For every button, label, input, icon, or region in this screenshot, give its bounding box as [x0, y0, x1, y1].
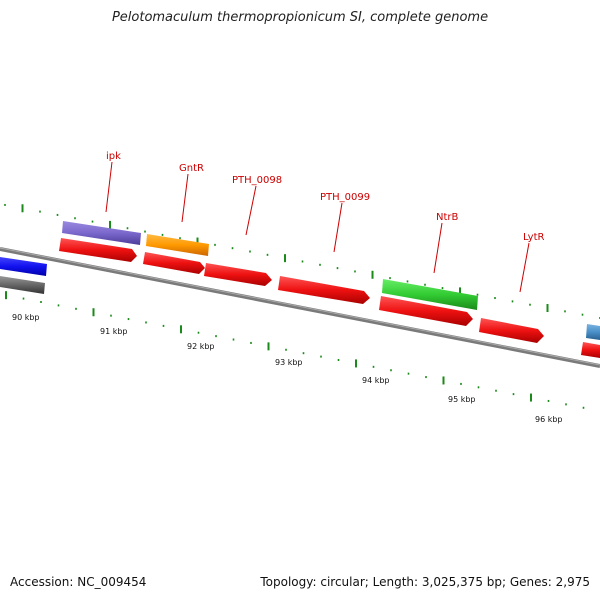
tick-label-92kbp: 92 kbp — [187, 342, 215, 351]
tick-label-90kbp: 90 kbp — [12, 313, 40, 322]
map-title: Pelotomaculum thermopropionicum SI, comp… — [111, 10, 489, 25]
tick-label-96kbp: 96 kbp — [535, 415, 563, 424]
gene-label-gntr: GntR — [179, 163, 204, 174]
gene-label-ipk: ipk — [106, 151, 121, 162]
inner-tick-row — [5, 291, 585, 409]
tick-label-93kbp: 93 kbp — [275, 358, 303, 367]
genome-summary: Topology: circular; Length: 3,025,375 bp… — [260, 575, 590, 589]
gene-label-lytr: LytR — [523, 232, 544, 243]
gene-pointers — [105, 161, 530, 293]
gene-bar-blue — [0, 257, 47, 276]
genome-backbone — [0, 247, 600, 368]
accession-text: Accession: NC_009454 — [10, 575, 147, 589]
genome-backbone-highlight — [0, 247, 600, 366]
cds-arrow — [581, 342, 600, 358]
gene-bar-steel — [586, 324, 600, 340]
tick-label-95kbp: 95 kbp — [448, 395, 476, 404]
gene-label-ntrb: NtrB — [436, 212, 459, 223]
gene-label-pth-0099: PTH_0099 — [320, 192, 370, 203]
cds-arrow — [479, 318, 544, 343]
gene-bar-gray — [0, 276, 45, 294]
cds-arrow — [278, 276, 370, 304]
cds-arrow — [379, 296, 473, 326]
feature-track — [0, 221, 600, 358]
tick-label-91kbp: 91 kbp — [100, 327, 128, 336]
cds-arrow — [143, 252, 205, 274]
gene-bar-green — [382, 279, 478, 310]
cds-arrow — [59, 238, 137, 262]
gene-bar-purple — [62, 221, 141, 245]
gene-label-pth-0098: PTH_0098 — [232, 175, 282, 186]
cds-arrow — [204, 263, 272, 286]
tick-label-94kbp: 94 kbp — [362, 376, 390, 385]
gene-bar-orange — [146, 234, 209, 256]
outer-tick-row — [4, 203, 600, 319]
